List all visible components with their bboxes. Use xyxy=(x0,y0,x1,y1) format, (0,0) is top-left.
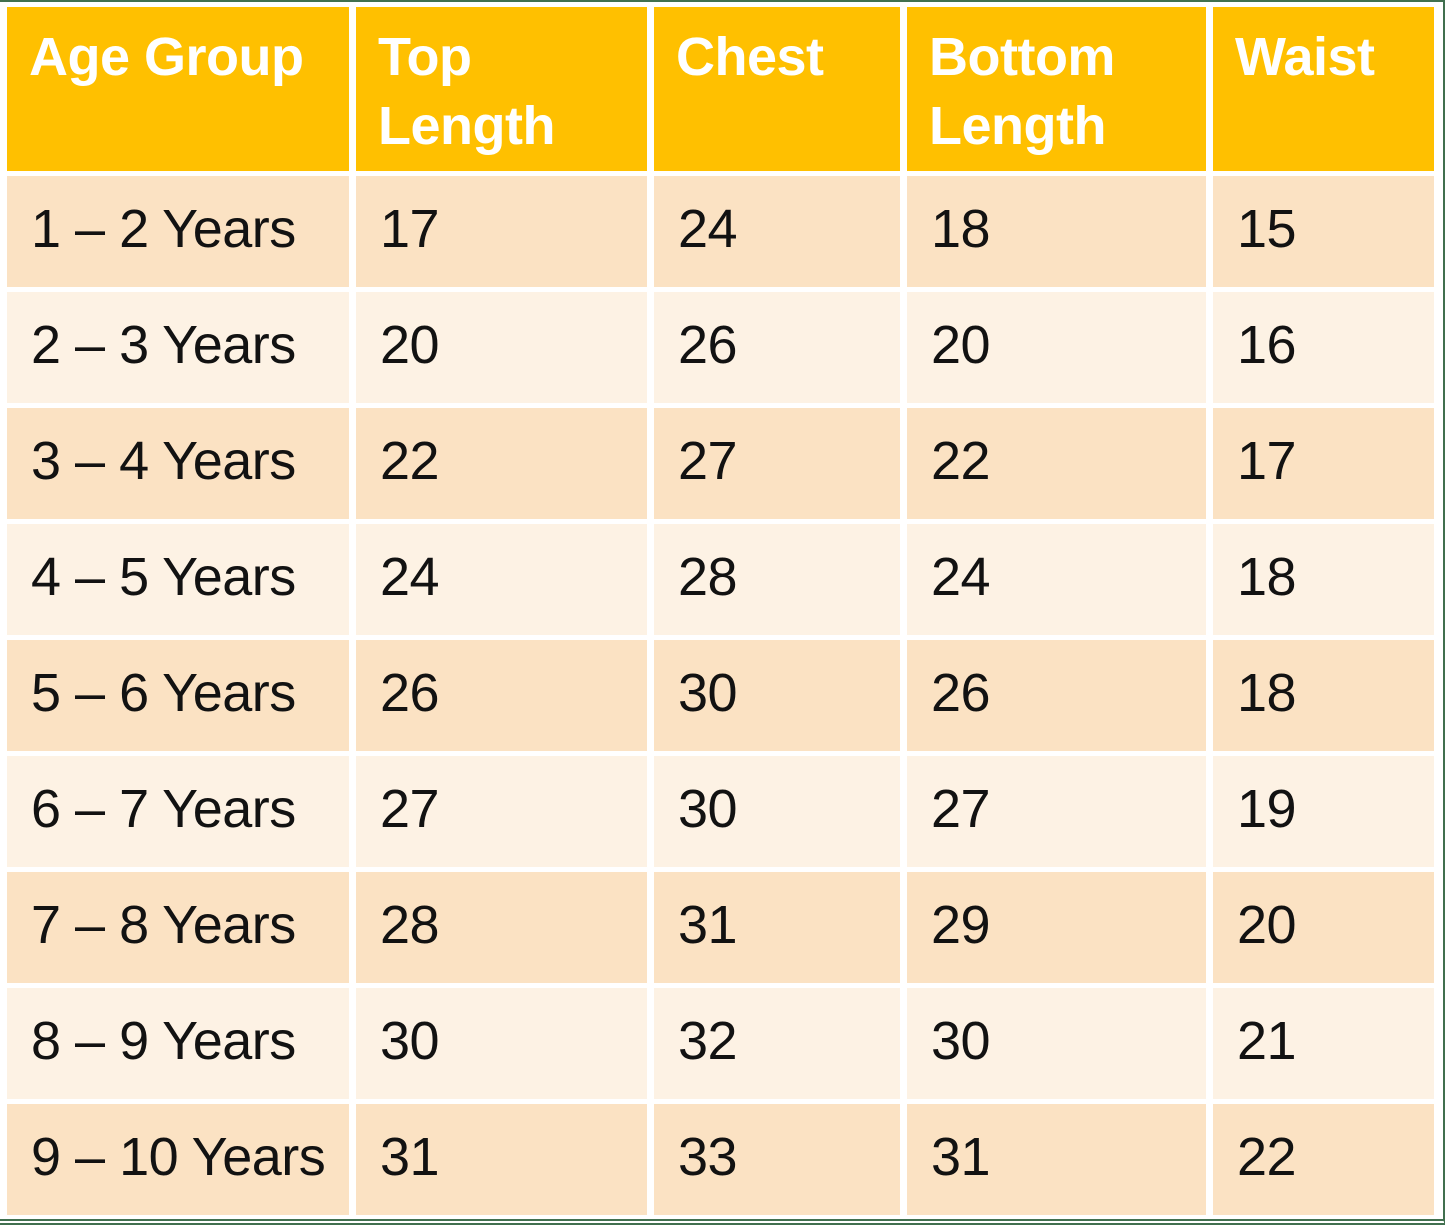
table-row: 6 – 7 Years 27 30 27 19 xyxy=(7,756,1434,867)
table-row: 9 – 10 Years 31 33 31 22 xyxy=(7,1104,1434,1215)
top-length-cell: 20 xyxy=(356,292,647,403)
waist-cell: 19 xyxy=(1213,756,1434,867)
waist-cell: 18 xyxy=(1213,524,1434,635)
table-row: 2 – 3 Years 20 26 20 16 xyxy=(7,292,1434,403)
waist-cell: 16 xyxy=(1213,292,1434,403)
bottom-length-cell: 18 xyxy=(907,176,1206,287)
top-length-cell: 26 xyxy=(356,640,647,751)
top-length-cell: 17 xyxy=(356,176,647,287)
table-body: 1 – 2 Years 17 24 18 15 2 – 3 Years 20 2… xyxy=(7,176,1434,1215)
bottom-length-cell: 22 xyxy=(907,408,1206,519)
waist-cell: 17 xyxy=(1213,408,1434,519)
bottom-length-cell: 20 xyxy=(907,292,1206,403)
bottom-length-cell: 29 xyxy=(907,872,1206,983)
top-length-cell: 28 xyxy=(356,872,647,983)
chest-cell: 26 xyxy=(654,292,900,403)
waist-cell: 15 xyxy=(1213,176,1434,287)
age-group-cell: 8 – 9 Years xyxy=(7,988,349,1099)
column-header-age-group: Age Group xyxy=(7,7,349,171)
table-row: 4 – 5 Years 24 28 24 18 xyxy=(7,524,1434,635)
top-length-cell: 22 xyxy=(356,408,647,519)
table-row: 7 – 8 Years 28 31 29 20 xyxy=(7,872,1434,983)
waist-cell: 22 xyxy=(1213,1104,1434,1215)
age-group-cell: 7 – 8 Years xyxy=(7,872,349,983)
table-header: Age Group Top Length Chest Bottom Length… xyxy=(7,7,1434,171)
age-group-cell: 1 – 2 Years xyxy=(7,176,349,287)
chest-cell: 33 xyxy=(654,1104,900,1215)
top-length-cell: 30 xyxy=(356,988,647,1099)
chest-cell: 24 xyxy=(654,176,900,287)
column-header-waist: Waist xyxy=(1213,7,1434,171)
top-length-cell: 24 xyxy=(356,524,647,635)
waist-cell: 21 xyxy=(1213,988,1434,1099)
chest-cell: 27 xyxy=(654,408,900,519)
top-length-cell: 31 xyxy=(356,1104,647,1215)
bottom-length-cell: 30 xyxy=(907,988,1206,1099)
table-row: 5 – 6 Years 26 30 26 18 xyxy=(7,640,1434,751)
bottom-length-cell: 27 xyxy=(907,756,1206,867)
bottom-length-cell: 26 xyxy=(907,640,1206,751)
chest-cell: 32 xyxy=(654,988,900,1099)
bottom-length-cell: 24 xyxy=(907,524,1206,635)
column-header-bottom-length: Bottom Length xyxy=(907,7,1206,171)
age-group-cell: 2 – 3 Years xyxy=(7,292,349,403)
table-row: 8 – 9 Years 30 32 30 21 xyxy=(7,988,1434,1099)
waist-cell: 18 xyxy=(1213,640,1434,751)
age-group-cell: 4 – 5 Years xyxy=(7,524,349,635)
age-group-cell: 3 – 4 Years xyxy=(7,408,349,519)
table-row: 3 – 4 Years 22 27 22 17 xyxy=(7,408,1434,519)
bottom-length-cell: 31 xyxy=(907,1104,1206,1215)
chest-cell: 31 xyxy=(654,872,900,983)
age-group-cell: 9 – 10 Years xyxy=(7,1104,349,1215)
age-group-cell: 5 – 6 Years xyxy=(7,640,349,751)
table-row: 1 – 2 Years 17 24 18 15 xyxy=(7,176,1434,287)
top-length-cell: 27 xyxy=(356,756,647,867)
chest-cell: 30 xyxy=(654,756,900,867)
chest-cell: 28 xyxy=(654,524,900,635)
header-row: Age Group Top Length Chest Bottom Length… xyxy=(7,7,1434,171)
column-header-chest: Chest xyxy=(654,7,900,171)
chest-cell: 30 xyxy=(654,640,900,751)
column-header-top-length: Top Length xyxy=(356,7,647,171)
age-group-cell: 6 – 7 Years xyxy=(7,756,349,867)
waist-cell: 20 xyxy=(1213,872,1434,983)
